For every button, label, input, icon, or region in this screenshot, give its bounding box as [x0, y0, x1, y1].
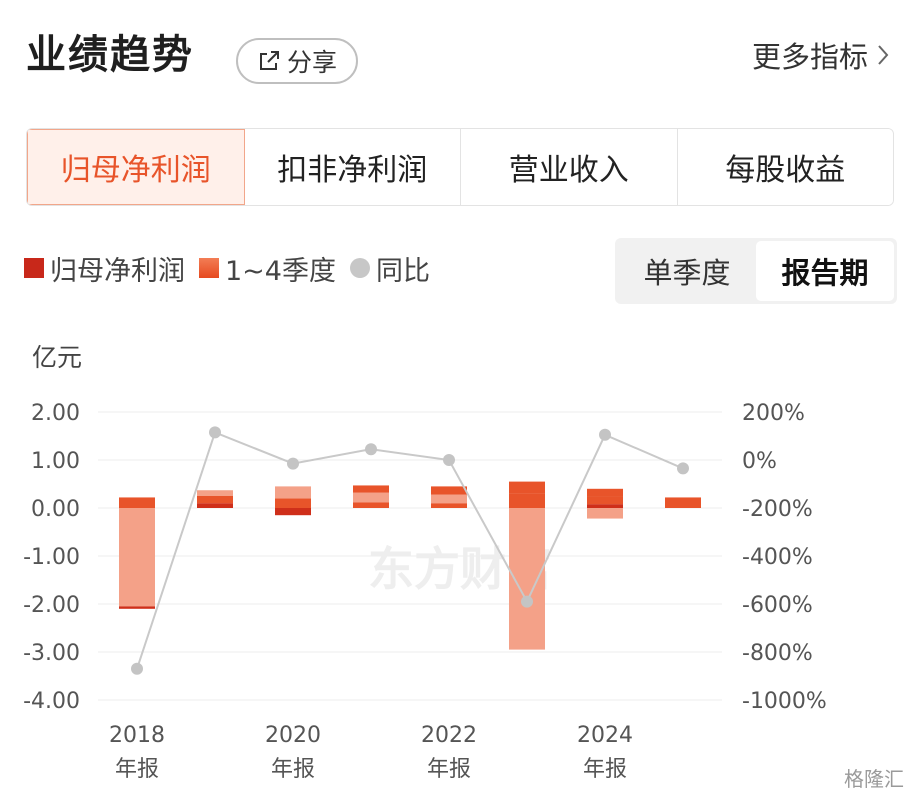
chart-legend: 归母净利润 1~4季度 同比 — [24, 248, 430, 288]
quarter-bar-segment — [587, 496, 623, 505]
quarter-bar-segment — [197, 490, 233, 496]
x-tick-label-sub: 年报 — [115, 757, 159, 782]
metric-tabs: 归母净利润 扣非净利润 营业收入 每股收益 — [26, 128, 894, 206]
y-right-tick-label: -600% — [742, 593, 813, 618]
quarter-bar-segment — [119, 606, 155, 609]
x-tick-label-sub: 年报 — [427, 757, 471, 782]
quarter-bar-segment — [275, 508, 311, 516]
legend-swatch-light — [199, 258, 219, 278]
legend-swatch-dark — [24, 258, 44, 278]
yoy-point — [521, 595, 533, 608]
quarter-bar-segment — [353, 485, 389, 493]
quarter-bar-segment — [197, 496, 233, 504]
legend-label-net-profit: 归母净利润 — [50, 255, 185, 287]
quarter-bar-segment — [275, 498, 311, 508]
y-left-tick-label: -1.00 — [23, 545, 80, 570]
yoy-point — [365, 443, 377, 456]
y-left-tick-label: -2.00 — [23, 593, 80, 618]
legend-swatch-dot — [349, 258, 370, 278]
x-tick-label-sub: 年报 — [271, 757, 315, 782]
quarter-bar-segment — [509, 493, 545, 508]
yoy-point — [287, 457, 299, 470]
y-right-tick-label: -800% — [742, 641, 813, 666]
y-left-tick-label: 1.00 — [31, 449, 80, 474]
y-right-tick-label: -400% — [742, 545, 813, 570]
share-button[interactable]: 分享 — [236, 38, 358, 84]
y-right-tick-label: -200% — [742, 497, 813, 522]
yoy-point — [599, 428, 611, 441]
x-tick-label-year: 2024 — [577, 723, 633, 748]
yoy-point — [677, 462, 689, 475]
quarter-bar-segment — [665, 497, 701, 508]
performance-chart: 2.00 1.00 0.00 -1.00 -2.00 -3.00 -4.00 200% 0% -2… — [23, 401, 827, 782]
tab-revenue[interactable]: 营业收入 — [461, 129, 678, 205]
quarter-bar-segment — [431, 486, 467, 495]
quarter-bar-segment — [119, 508, 155, 607]
quarter-bar-segment — [431, 494, 467, 504]
unit-label: 亿元 — [32, 343, 83, 372]
toggle-quarterly[interactable]: 单季度 — [643, 256, 731, 290]
quarter-bar-segment — [587, 504, 623, 508]
page-title: 业绩趋势 — [26, 32, 194, 78]
period-toggle: 单季度 报告期 — [615, 238, 897, 304]
tab-deducted-net-profit[interactable]: 扣非净利润 — [244, 129, 461, 205]
more-indicators-link[interactable]: 更多指标 — [752, 34, 890, 76]
quarter-bar-segment — [587, 508, 623, 519]
chevron-right-icon — [878, 45, 889, 65]
x-tick-label-sub: 年报 — [583, 757, 627, 782]
share-icon — [259, 51, 279, 70]
x-tick-label-year: 2022 — [421, 723, 477, 748]
x-tick-label-year: 2018 — [109, 723, 165, 748]
tab-eps[interactable]: 每股收益 — [677, 129, 893, 205]
quarter-bar-segment — [275, 486, 311, 499]
quarter-bar-segment — [353, 502, 389, 508]
y-right-tick-label: -1000% — [742, 689, 827, 714]
y-right-tick-label: 0% — [742, 449, 777, 474]
legend-item-quarters: 1~4季度 — [199, 249, 336, 288]
yoy-line — [136, 431, 684, 670]
yoy-point — [443, 454, 455, 466]
y-left-tick-label: 0.00 — [31, 497, 80, 522]
legend-label-quarters: 1~4季度 — [225, 255, 336, 287]
quarter-bar-segment — [353, 492, 389, 503]
corner-watermark: 格隆汇 — [844, 767, 904, 791]
y-left-tick-label: -4.00 — [23, 689, 80, 714]
legend-item-yoy: 同比 — [349, 249, 430, 288]
header: 业绩趋势 分享 更多指标 — [0, 0, 912, 110]
yoy-point — [209, 426, 221, 439]
share-label: 分享 — [286, 48, 337, 77]
x-tick-label-year: 2020 — [265, 723, 321, 748]
toggle-report-period[interactable]: 报告期 — [756, 241, 894, 301]
legend-label-yoy: 同比 — [375, 255, 430, 287]
more-label: 更多指标 — [751, 40, 868, 74]
y-right-tick-label: 200% — [742, 401, 805, 426]
quarter-bar-segment — [431, 503, 467, 508]
quarter-bar-segment — [587, 488, 623, 497]
tab-net-profit[interactable]: 归母净利润 — [27, 129, 246, 205]
yoy-point — [131, 662, 143, 675]
quarter-bar-segment — [509, 481, 545, 494]
legend-item-net-profit: 归母净利润 — [24, 249, 185, 288]
quarter-bar-segment — [197, 503, 233, 508]
quarter-bar-segment — [119, 497, 155, 508]
y-left-tick-label: 2.00 — [31, 401, 80, 426]
y-left-tick-label: -3.00 — [23, 641, 80, 666]
